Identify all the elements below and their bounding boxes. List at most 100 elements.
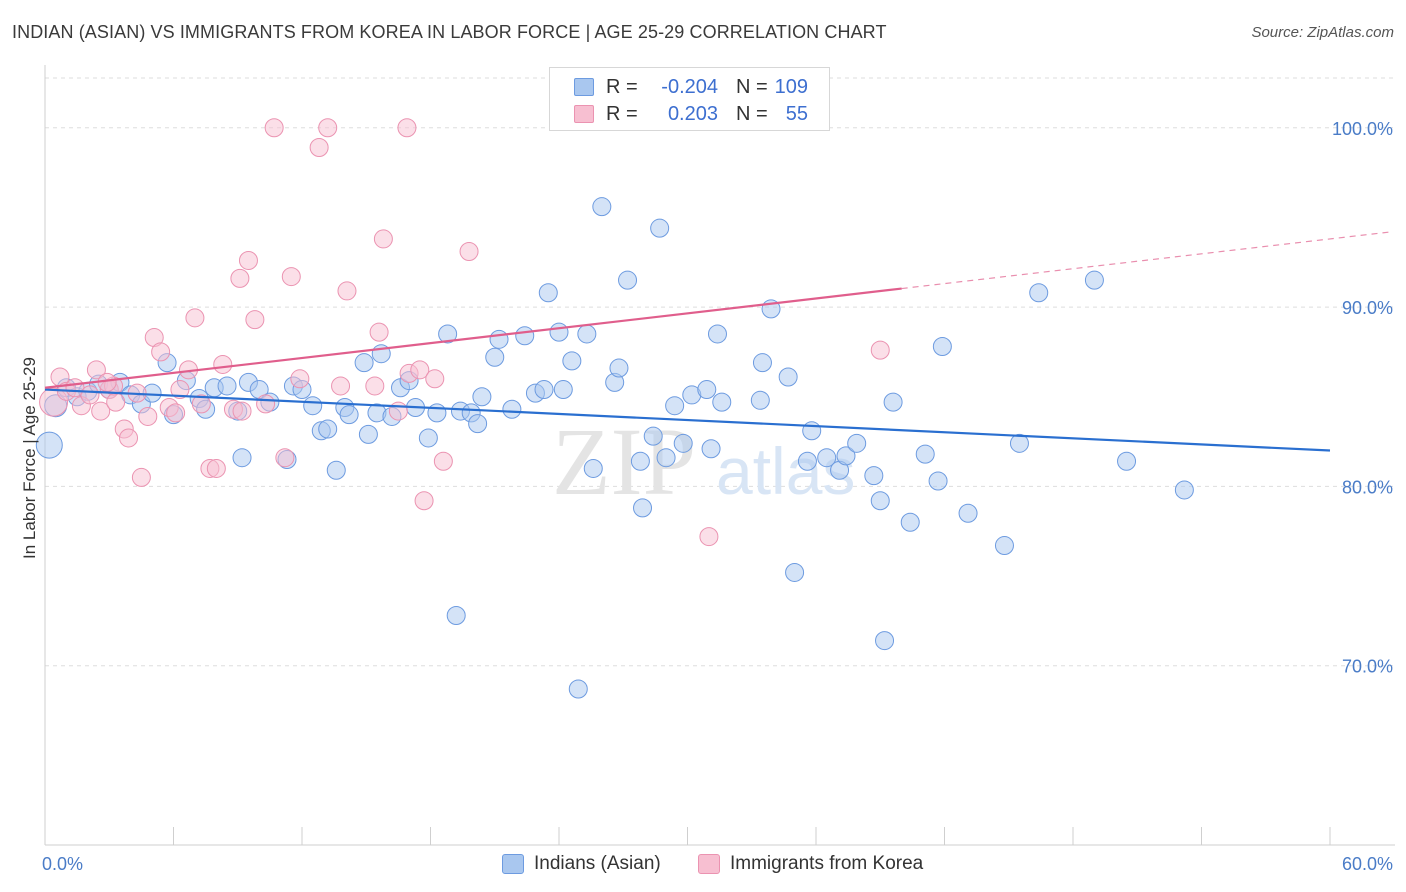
data-point-blue [630,451,650,471]
data-point-blue [994,536,1014,556]
data-point-pink [138,406,158,426]
data-point-blue [568,679,588,699]
data-point-pink [369,322,389,342]
data-point-pink [373,229,393,249]
data-point-blue [883,392,903,412]
legend-swatch-pink [574,105,594,123]
data-point-pink [213,354,233,374]
data-point-blue [339,405,359,425]
data-point-blue [932,337,952,357]
data-point-blue [958,503,978,523]
data-point-blue [35,431,63,459]
data-point-blue [1174,480,1194,500]
y-axis-label: In Labor Force | Age 25-29 [20,357,39,559]
legend-label-indians: Indians (Asian) [534,853,661,874]
legend-item-korea: Immigrants from Korea [698,851,923,877]
data-point-blue [232,448,252,468]
data-point-pink [131,467,151,487]
data-point-blue [538,283,558,303]
data-point-blue [650,218,670,238]
data-point-blue [778,367,798,387]
data-point-blue [750,390,770,410]
data-point-pink [365,376,385,396]
data-point-blue [583,458,603,478]
legend-n-label: N = [736,75,768,98]
legend-row-korea: R = 0.203 N = 55 [574,102,808,126]
chart-title: INDIAN (ASIAN) VS IMMIGRANTS FROM KOREA … [12,22,887,42]
y-tick-label: 100.0% [1332,119,1393,139]
data-point-pink [151,342,171,362]
data-point-pink [86,360,106,380]
data-points [35,118,1194,699]
legend-label-korea: Immigrants from Korea [730,853,924,874]
data-point-blue [752,353,772,373]
data-point-pink [80,385,100,405]
data-point-pink [337,281,357,301]
data-point-blue [318,419,338,439]
legend-n-value: 55 [785,102,808,125]
y-tick-label: 70.0% [1342,657,1393,677]
data-point-pink [91,401,111,421]
data-point-blue [1029,283,1049,303]
data-point-pink [264,118,284,138]
x-tick-label: 0.0% [42,854,83,874]
x-tick-label: 60.0% [1342,854,1393,874]
gridlines [45,77,1395,667]
data-point-blue [870,491,890,511]
data-point-pink [106,392,126,412]
legend-r-label: R = [606,102,638,125]
data-point-pink [433,451,453,471]
data-point-pink [166,403,186,423]
data-point-blue [785,562,805,582]
data-point-pink [410,360,430,380]
data-point-blue [707,324,727,344]
data-point-pink [699,527,719,547]
data-point-pink [388,401,408,421]
data-point-blue [534,380,554,400]
tick-labels: 100.0% 90.0% 80.0% 70.0% 0.0% 60.0% [42,119,1393,874]
data-point-blue [446,605,466,625]
data-point-pink [119,428,139,448]
legend-r-value: 0.203 [667,102,718,125]
data-point-blue [797,451,817,471]
legend-row-indians: R = -0.204 N = 109 [574,75,808,99]
data-point-pink [414,491,434,511]
data-point-blue [1084,270,1104,290]
data-point-pink [459,241,479,261]
legend-item-indians: Indians (Asian) [502,851,661,877]
data-point-blue [358,424,378,444]
data-point-pink [185,308,205,328]
legend-r-value: -0.204 [661,75,718,98]
data-point-blue [354,353,374,373]
data-point-pink [238,250,258,270]
data-point-blue [485,347,505,367]
data-point-blue [802,421,822,441]
data-point-pink [397,118,417,138]
data-point-pink [290,369,310,389]
data-point-pink [232,401,252,421]
data-point-blue [1117,451,1137,471]
data-point-blue [468,414,488,434]
data-point-blue [427,403,447,423]
data-point-blue [418,428,438,448]
trend-line-pink [44,287,902,389]
data-point-blue [592,197,612,217]
correlation-legend: R = -0.204 N = 109 R = 0.203 N = 55 [549,67,830,131]
data-point-pink [318,118,338,138]
data-point-pink [425,369,445,389]
data-point-blue [875,631,895,651]
data-point-pink [191,394,211,414]
data-point-blue [217,376,237,396]
data-point-blue [656,448,676,468]
data-point-pink [275,448,295,468]
data-point-blue [928,471,948,491]
data-point-pink [230,268,250,288]
data-point-pink [309,137,329,157]
data-point-blue [438,324,458,344]
data-point-blue [697,380,717,400]
legend-swatch-indians [502,854,524,874]
legend-r-label: R = [606,75,638,98]
data-point-blue [303,396,323,416]
legend-n-value: 109 [774,75,808,98]
